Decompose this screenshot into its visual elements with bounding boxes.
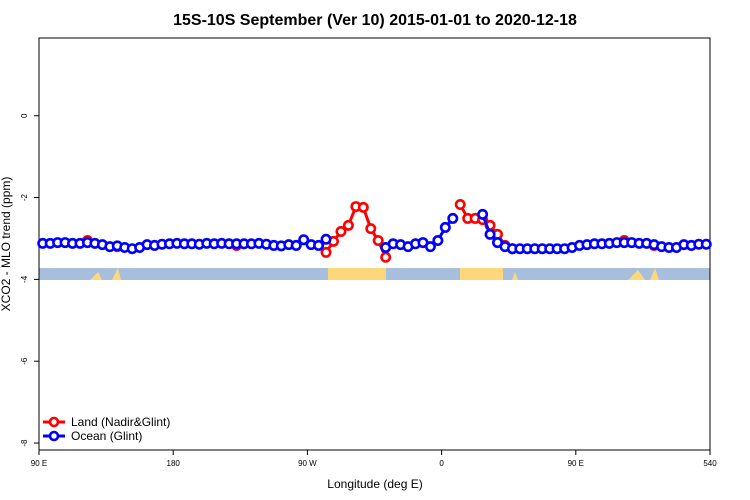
legend-marker	[48, 430, 60, 442]
data-point	[447, 212, 459, 224]
land-band	[90, 272, 102, 280]
legend-label: Land (Nadir&Glint)	[71, 415, 170, 429]
y-tick-label: -4	[20, 275, 29, 283]
land-band	[460, 268, 503, 280]
x-tick-label: 90 W	[298, 459, 317, 468]
land-band	[512, 272, 518, 280]
x-tick-label: 0	[439, 459, 444, 468]
data-point	[298, 234, 310, 246]
data-point	[439, 221, 451, 233]
data-point	[424, 241, 436, 253]
data-point	[365, 223, 377, 235]
data-point	[372, 235, 384, 247]
land-band	[112, 268, 121, 280]
data-point	[700, 238, 712, 250]
x-tick-label: 540	[703, 459, 717, 468]
data-point	[320, 233, 332, 245]
land-band	[328, 268, 386, 280]
y-tick-label: -6	[20, 357, 29, 365]
data-point	[484, 228, 496, 240]
land-band	[628, 270, 645, 280]
y-tick-label: 0	[20, 113, 29, 118]
data-point	[320, 246, 332, 258]
data-point	[380, 251, 392, 263]
data-point	[454, 199, 466, 211]
data-point	[477, 208, 489, 220]
data-point	[335, 226, 347, 238]
data-point	[357, 201, 369, 213]
land-mask	[39, 268, 710, 280]
x-tick-label: 90 E	[31, 459, 47, 468]
y-tick-label: -8	[20, 439, 29, 447]
y-axis-label: XCO2 - MLO trend (ppm)	[0, 177, 13, 312]
data-point	[290, 239, 302, 251]
legend-marker	[48, 416, 60, 428]
chart-title: 15S-10S September (Ver 10) 2015-01-01 to…	[173, 12, 577, 29]
legend-label: Ocean (Glint)	[71, 429, 142, 443]
x-axis-label: Longitude (deg E)	[327, 477, 422, 491]
y-tick-label: -2	[20, 193, 29, 201]
x-tick-label: 180	[167, 459, 181, 468]
x-tick-label: 90 E	[568, 459, 584, 468]
data-point	[342, 219, 354, 231]
data-point	[432, 235, 444, 247]
land-band	[650, 268, 659, 280]
data-point	[313, 239, 325, 251]
series-line	[324, 204, 388, 258]
